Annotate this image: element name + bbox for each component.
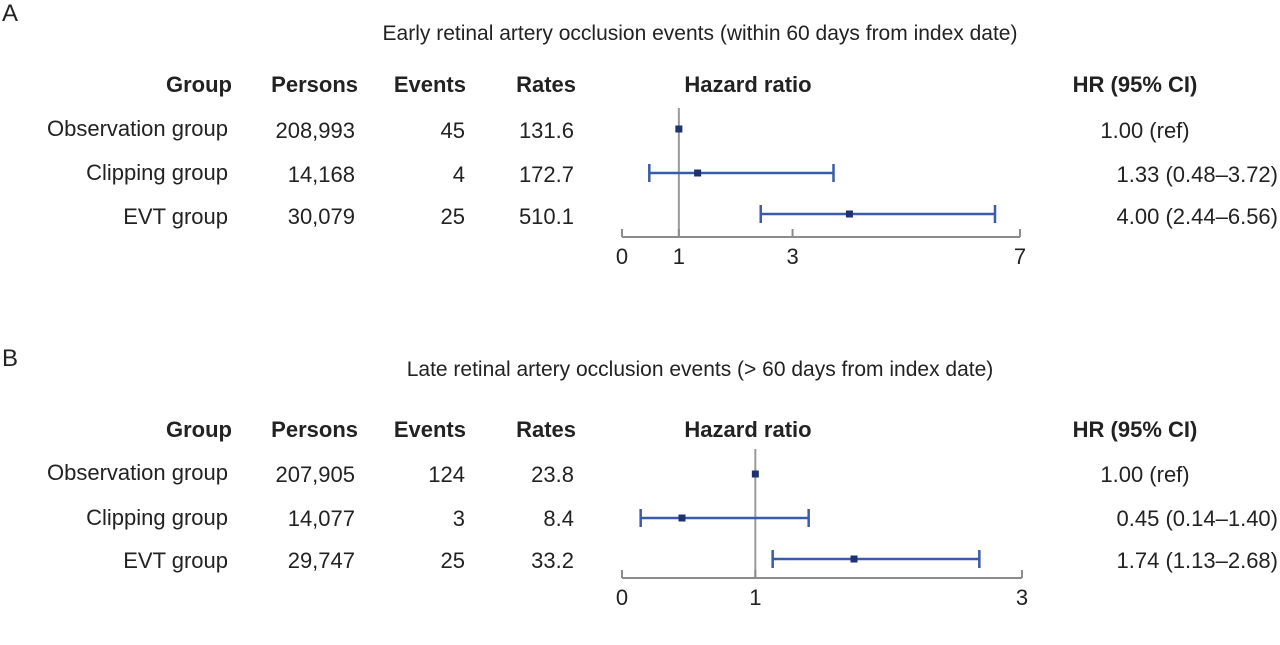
x-tick-label: 3: [786, 244, 798, 269]
row-persons: 30,079: [287, 204, 355, 229]
row-group: EVT group: [123, 548, 228, 573]
row-events: 3: [452, 506, 465, 531]
header-rates: Rates: [516, 417, 576, 442]
row-rates: 8.4: [543, 506, 574, 531]
row-rates: 131.6: [518, 118, 574, 143]
row-group: Clipping group: [86, 505, 228, 530]
header-group: Group: [166, 72, 232, 97]
row-events: 124: [428, 462, 465, 487]
row-group: Clipping group: [86, 160, 228, 185]
row-hr-ci: 1.74 (1.13–2.68): [1116, 548, 1278, 573]
header-hr-ci: HR (95% CI): [1072, 72, 1198, 97]
panel-label: A: [2, 0, 19, 27]
row-hr-ci: 1.00 (ref): [1100, 462, 1190, 487]
row-hr-ci: 1.33 (0.48–3.72): [1116, 162, 1278, 187]
header-persons: Persons: [271, 72, 358, 97]
row-rates: 33.2: [531, 548, 574, 573]
header-events: Events: [393, 72, 466, 97]
row-group: Observation group: [47, 116, 228, 141]
row-rates: 510.1: [518, 204, 574, 229]
header-hazard-ratio: Hazard ratio: [684, 417, 812, 442]
row-persons: 208,993: [275, 118, 355, 143]
row-rates: 172.7: [518, 162, 574, 187]
header-hazard-ratio: Hazard ratio: [684, 72, 812, 97]
point-estimate: [751, 470, 759, 478]
point-estimate: [675, 125, 683, 133]
row-group: Observation group: [47, 460, 228, 485]
row-hr-ci: 4.00 (2.44–6.56): [1116, 204, 1278, 229]
row-events: 25: [440, 548, 465, 573]
row-persons: 29,747: [287, 548, 355, 573]
header-rates: Rates: [516, 72, 576, 97]
header-hr-ci: HR (95% CI): [1072, 417, 1198, 442]
row-persons: 14,168: [287, 162, 355, 187]
panel-b: B Late retinal artery occlusion events (…: [0, 345, 1280, 645]
x-tick-label: 7: [1014, 244, 1026, 269]
chart-title: Early retinal artery occlusion events (w…: [382, 22, 1018, 45]
header-events: Events: [393, 417, 466, 442]
row-persons: 207,905: [275, 462, 355, 487]
x-tick-label: 1: [749, 585, 761, 610]
x-tick-label: 0: [616, 585, 628, 610]
x-tick-label: 0: [616, 244, 628, 269]
row-events: 45: [440, 118, 465, 143]
row-events: 25: [440, 204, 465, 229]
row-hr-ci: 1.00 (ref): [1100, 118, 1190, 143]
row-rates: 23.8: [531, 462, 574, 487]
point-estimate: [850, 555, 858, 563]
chart-title: Late retinal artery occlusion events (> …: [406, 358, 994, 381]
x-tick-label: 1: [673, 244, 685, 269]
panel-a: A Early retinal artery occlusion events …: [0, 0, 1280, 300]
header-persons: Persons: [271, 417, 358, 442]
panel-label: B: [2, 345, 19, 372]
header-group: Group: [166, 417, 232, 442]
forest-plot: 0 1 3: [616, 449, 1028, 610]
point-estimate: [678, 514, 686, 522]
row-group: EVT group: [123, 204, 228, 229]
point-estimate: [845, 210, 853, 218]
x-tick-label: 3: [1016, 585, 1028, 610]
point-estimate: [694, 169, 702, 177]
row-events: 4: [452, 162, 465, 187]
row-hr-ci: 0.45 (0.14–1.40): [1116, 506, 1278, 531]
forest-plot: 0 1 3 7: [616, 108, 1026, 269]
row-persons: 14,077: [287, 506, 355, 531]
